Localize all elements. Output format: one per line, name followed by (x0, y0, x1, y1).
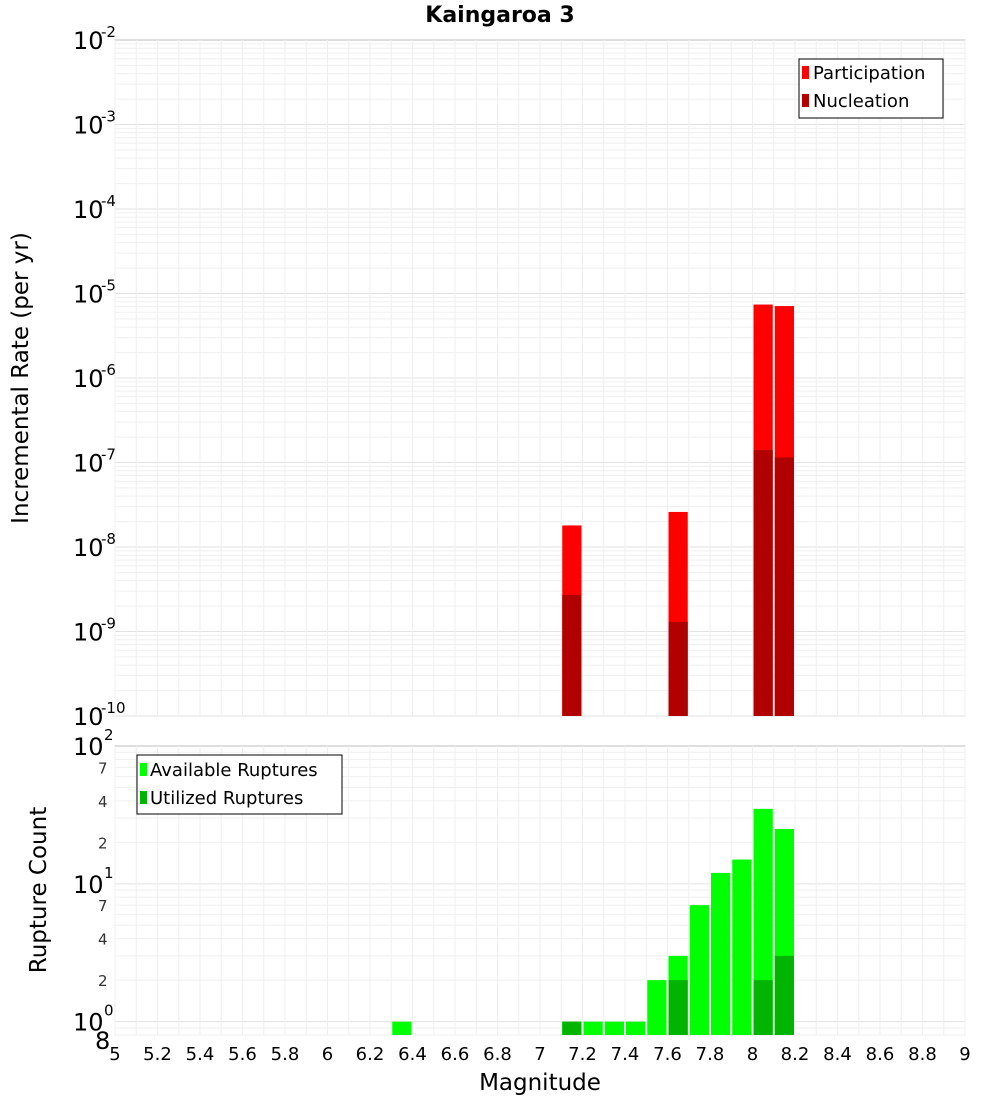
x-tick-label: 7.6 (653, 1044, 682, 1065)
bottom-legend: Available Ruptures Utilized Ruptures (136, 754, 343, 815)
x-tick-label: 7.4 (611, 1044, 640, 1065)
bottom-y-tick-exponent: 0 (104, 1002, 114, 1020)
x-tick-label: 5.2 (143, 1044, 172, 1065)
x-tick-label: 7 (534, 1044, 545, 1065)
bottom-bar-0 (583, 1021, 603, 1035)
bottom-bar-0 (392, 1021, 412, 1035)
bottom-y-minor-tick: 2 (98, 972, 108, 990)
top-y-tick-label: 10 (73, 619, 104, 647)
bottom-bar-0 (732, 859, 752, 1035)
top-bar-1 (562, 595, 582, 716)
top-y-tick-label: 10 (73, 365, 104, 393)
bottom-y-tick-label: 10 (73, 733, 104, 761)
top-y-tick-exponent: -7 (101, 446, 116, 464)
top-y-tick-label: 10 (73, 112, 104, 140)
bottom-y-minor-tick: 8 (95, 1027, 110, 1055)
bottom-y-tick-exponent: 2 (104, 726, 114, 744)
x-tick-label: 8.8 (908, 1044, 937, 1065)
top-bar-1 (753, 450, 773, 716)
bottom-bar-0 (647, 980, 667, 1035)
bottom-bar-1 (774, 955, 794, 1035)
x-tick-label: 8.6 (866, 1044, 895, 1065)
top-y-tick-label: 10 (73, 27, 104, 55)
top-y-tick-label: 10 (73, 281, 104, 309)
top-y-tick-exponent: -3 (101, 108, 116, 126)
bottom-y-minor-tick: 4 (98, 931, 108, 949)
legend-swatch-participation (802, 66, 809, 79)
bottom-y-tick-label: 10 (73, 871, 104, 899)
top-y-tick-label: 10 (73, 196, 104, 224)
bottom-y-tick-exponent: 1 (104, 864, 114, 882)
top-gridlines (114, 40, 966, 717)
x-tick-label: 6.2 (356, 1044, 385, 1065)
bottom-legend-box (136, 754, 343, 815)
bottom-y-axis-label: Rupture Count (26, 807, 52, 973)
top-y-tick-exponent: -2 (101, 23, 116, 41)
bottom-bar-1 (668, 980, 688, 1035)
x-tick-label: 6 (322, 1044, 333, 1065)
x-tick-label: 5.8 (271, 1044, 300, 1065)
x-tick-label: 8 (747, 1044, 758, 1065)
legend-label-utilized: Utilized Ruptures (150, 788, 303, 809)
x-tick-label: 6.6 (441, 1044, 470, 1065)
bottom-bar-1 (753, 980, 773, 1035)
x-axis-label: Magnitude (479, 1070, 601, 1096)
x-tick-label: 5 (109, 1044, 120, 1065)
bottom-bar-0 (711, 872, 731, 1035)
top-bar-1 (668, 621, 688, 716)
legend-swatch-utilized (140, 791, 147, 804)
x-tick-label: 8.4 (823, 1044, 852, 1065)
top-y-tick-label: 10 (73, 534, 104, 562)
x-tick-label: 7.2 (568, 1044, 597, 1065)
bottom-y-minor-tick: 7 (98, 897, 108, 915)
top-y-tick-exponent: -10 (101, 699, 126, 717)
x-tick-label: 5.6 (228, 1044, 257, 1065)
legend-label-available: Available Ruptures (150, 760, 318, 781)
top-y-tick-exponent: -8 (101, 530, 116, 548)
bottom-bar-0 (753, 808, 773, 1035)
x-tick-label: 6.4 (398, 1044, 427, 1065)
x-tick-label: 8.2 (781, 1044, 810, 1065)
x-tick-label: 9 (959, 1044, 970, 1065)
bottom-y-minor-tick: 4 (98, 793, 108, 811)
x-tick-label: 6.8 (483, 1044, 512, 1065)
x-tick-label: 5.4 (186, 1044, 215, 1065)
bottom-bar-1 (562, 1021, 582, 1035)
legend-label-participation: Participation (813, 63, 925, 84)
bottom-bars (392, 808, 794, 1035)
chart-title: Kaingaroa 3 (425, 3, 574, 28)
top-y-tick-exponent: -4 (101, 192, 116, 210)
bottom-bar-0 (689, 905, 709, 1035)
top-legend-box (798, 58, 944, 119)
top-y-tick-exponent: -5 (101, 277, 116, 295)
bottom-bar-0 (604, 1021, 624, 1035)
top-y-tick-label: 10 (73, 450, 104, 478)
top-bar-1 (774, 457, 794, 716)
top-y-tick-label: 10 (73, 703, 104, 731)
legend-swatch-available (140, 763, 147, 776)
top-y-tick-exponent: -6 (101, 361, 116, 379)
bottom-y-minor-tick: 2 (98, 834, 108, 852)
top-legend: Participation Nucleation (798, 58, 944, 119)
top-y-tick-exponent: -9 (101, 615, 116, 633)
legend-label-nucleation: Nucleation (813, 91, 909, 112)
x-axis-ticks: 5 5.2 5.4 5.6 5.8 6 6.2 6.4 6.6 6.8 7 7.2 7.4 7.6 7.8 8… (109, 1044, 970, 1065)
top-y-axis-label: Incremental Rate (per yr) (8, 232, 34, 524)
x-tick-label: 7.8 (696, 1044, 725, 1065)
top-bars (562, 304, 794, 716)
bottom-y-tick-label: 10 (73, 1009, 104, 1037)
bottom-bar-0 (626, 1021, 646, 1035)
legend-swatch-nucleation (802, 94, 809, 107)
bottom-y-minor-tick: 7 (98, 759, 108, 777)
